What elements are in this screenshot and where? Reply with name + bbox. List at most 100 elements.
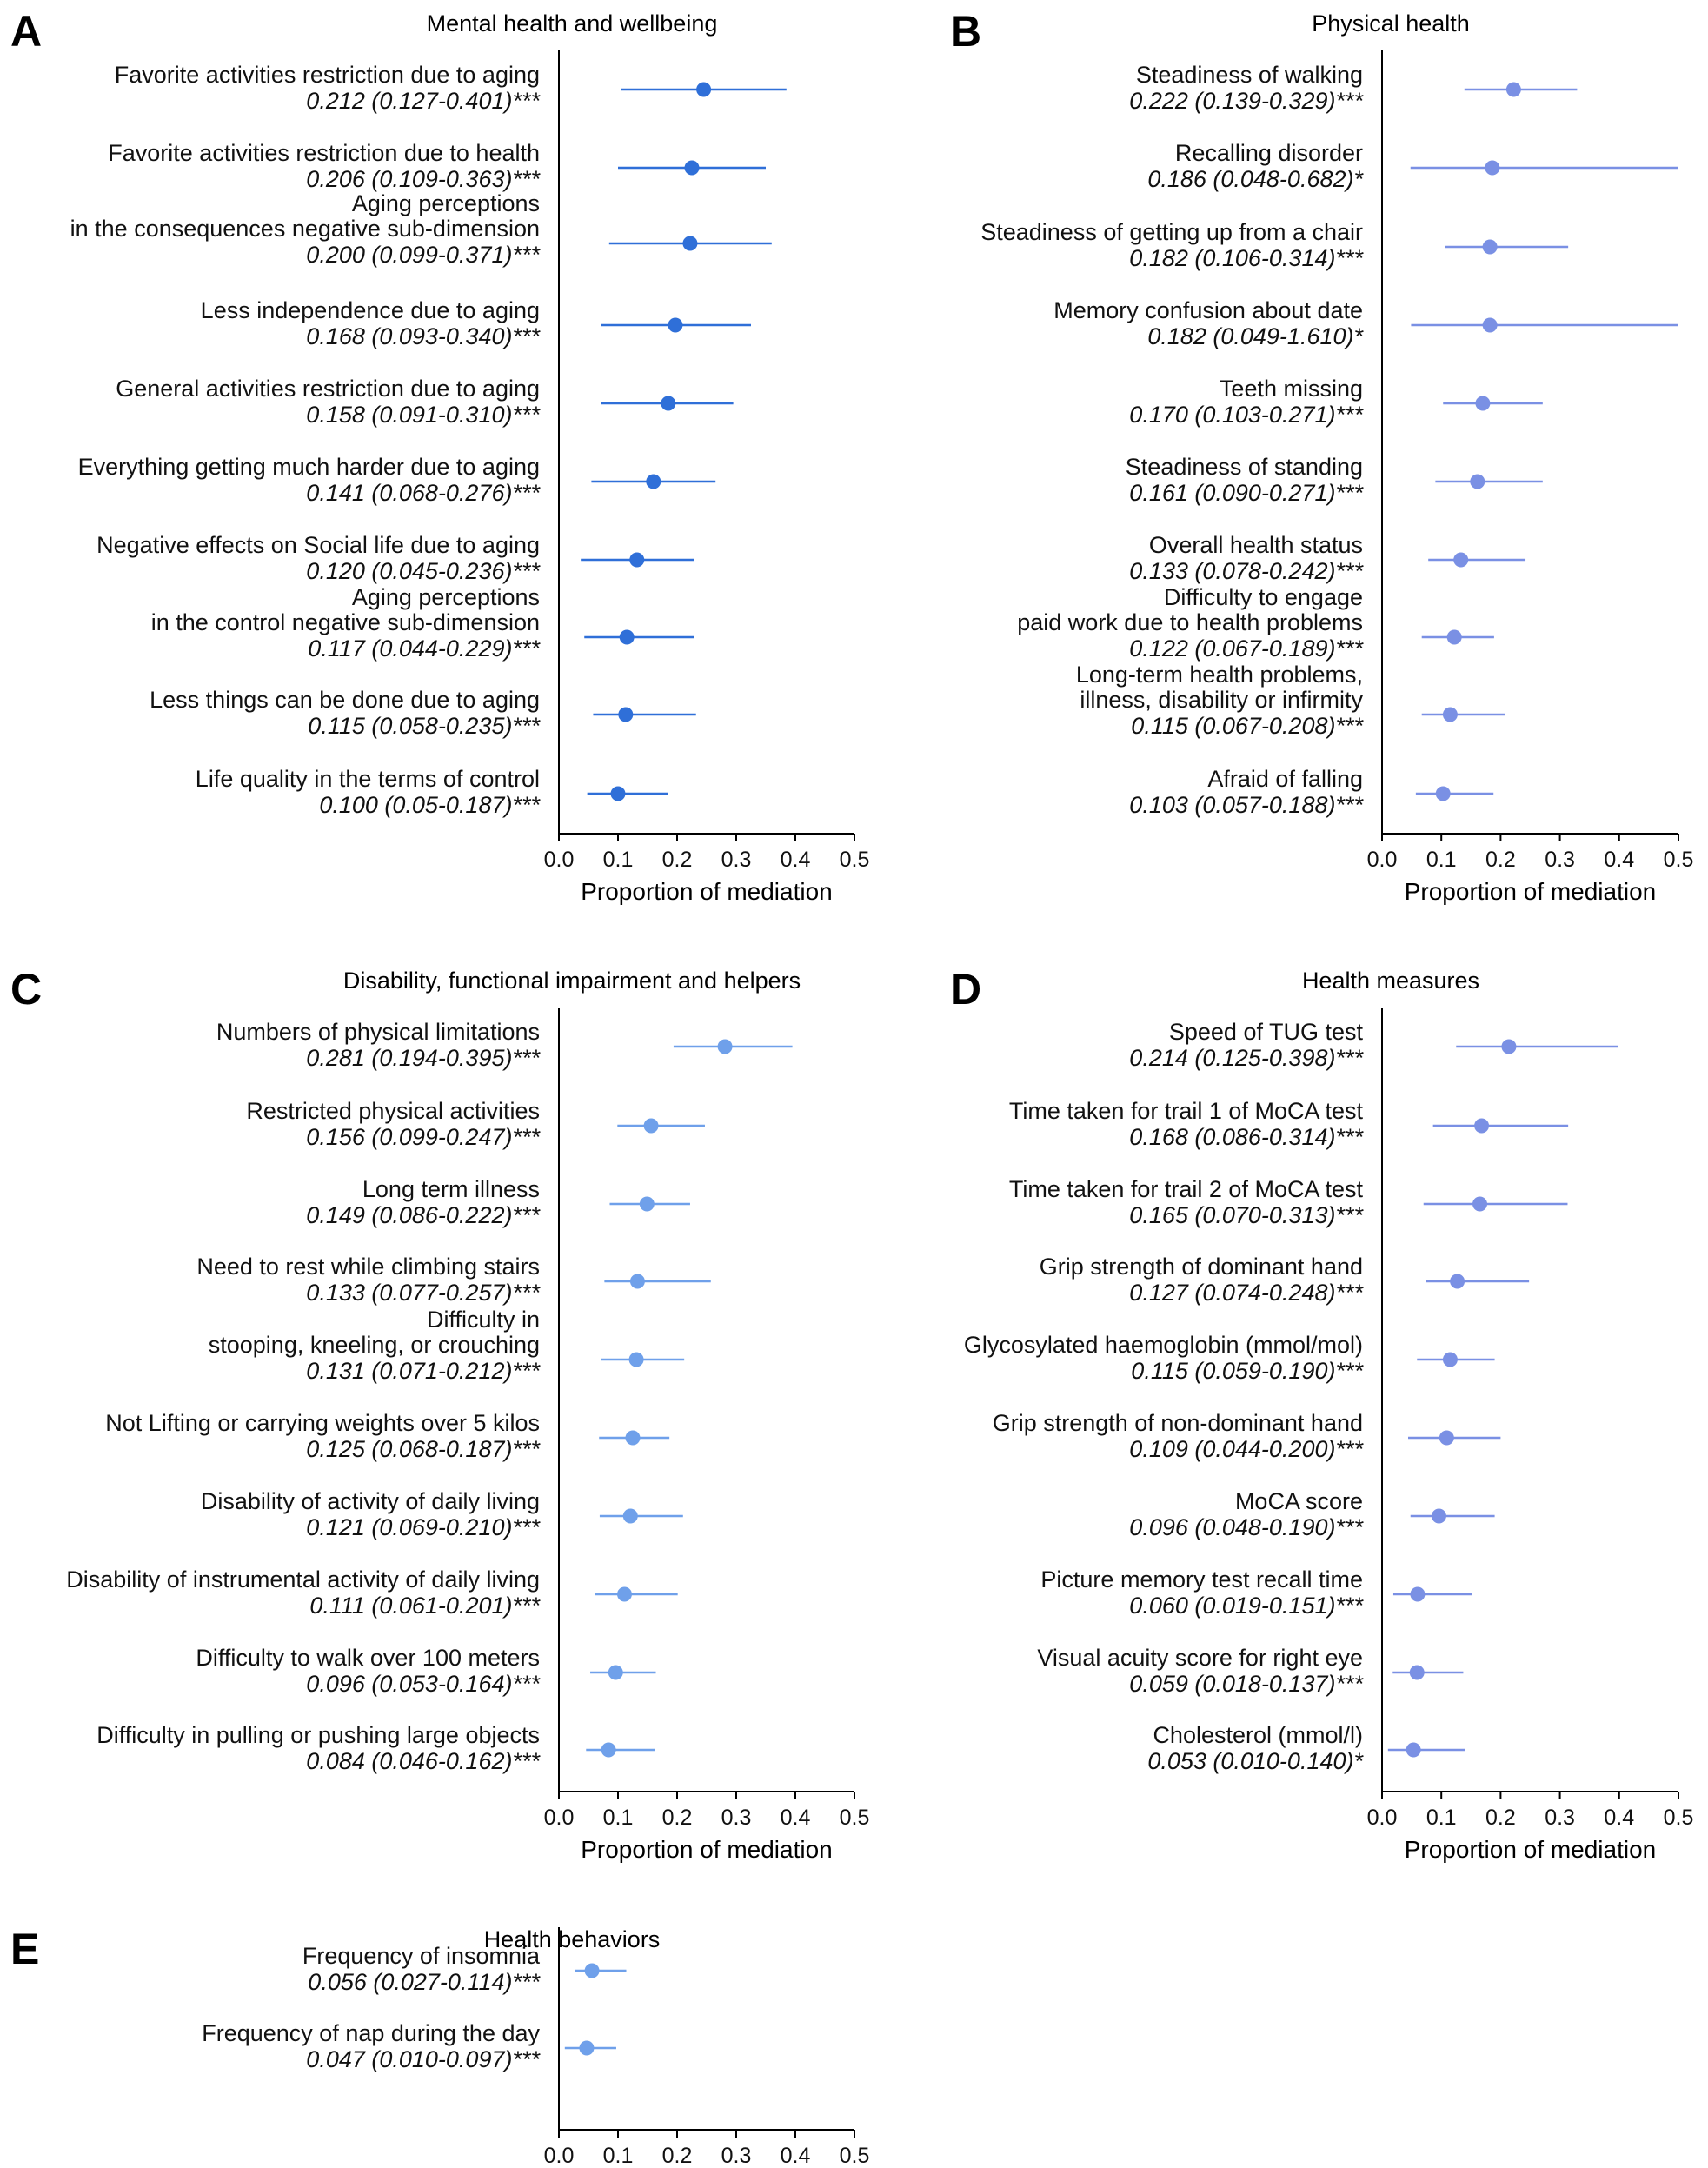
row-label: Steadiness of getting up from a chair: [980, 219, 1363, 245]
row-stat: 0.200 (0.099-0.371)***: [306, 242, 541, 268]
row-label: Teeth missing: [1220, 376, 1363, 402]
row-stat: 0.168 (0.086-0.314)***: [1129, 1124, 1364, 1150]
row-label: Steadiness of walking: [1136, 62, 1363, 88]
row-stat: 0.059 (0.018-0.137)***: [1129, 1671, 1364, 1697]
row-stat: 0.125 (0.068-0.187)***: [306, 1436, 541, 1462]
x-tick-label: 0.0: [544, 2144, 575, 2168]
x-tick-label: 0.4: [781, 1806, 811, 1830]
point-estimate: [608, 1665, 623, 1680]
x-tick-label: 0.3: [721, 848, 752, 872]
row-stat: 0.186 (0.048-0.682)*: [1147, 166, 1364, 192]
x-tick-label: 0.0: [544, 1806, 575, 1830]
point-estimate: [616, 1586, 632, 1602]
row-stat: 0.131 (0.071-0.212)***: [306, 1358, 541, 1384]
row-label: Life quality in the terms of control: [196, 766, 540, 792]
row-label: Long term illness: [362, 1176, 540, 1202]
x-tick-label: 0.2: [662, 2144, 693, 2168]
row-label: paid work due to health problems: [1017, 609, 1363, 635]
row-stat: 0.170 (0.103-0.271)***: [1129, 402, 1364, 428]
row-label: Favorite activities restriction due to h…: [108, 140, 540, 166]
row-label: Glycosylated haemoglobin (mmol/mol): [964, 1332, 1363, 1358]
point-estimate: [1439, 1430, 1454, 1446]
row-label: Recalling disorder: [1175, 140, 1363, 166]
point-estimate: [1446, 629, 1462, 645]
point-estimate: [682, 236, 698, 251]
row-stat: 0.056 (0.027-0.114)***: [308, 1969, 541, 1995]
x-tick-label: 0.1: [1426, 848, 1457, 872]
row-stat: 0.133 (0.078-0.242)***: [1129, 558, 1364, 584]
point-estimate: [1442, 707, 1458, 722]
row-stat: 0.115 (0.059-0.190)***: [1131, 1358, 1364, 1384]
row-stat: 0.096 (0.053-0.164)***: [306, 1671, 541, 1697]
point-estimate: [1474, 1118, 1490, 1134]
x-tick-label: 0.2: [1485, 1806, 1516, 1830]
row-label: Long-term health problems,: [1076, 662, 1363, 688]
row-label: Disability of instrumental activity of d…: [66, 1566, 540, 1593]
row-label: Speed of TUG test: [1169, 1019, 1364, 1045]
point-estimate: [622, 1508, 638, 1524]
point-estimate: [684, 160, 700, 176]
row-label: Grip strength of dominant hand: [1040, 1254, 1363, 1280]
x-axis-title: Proportion of mediation: [581, 1836, 833, 1863]
row-label: Visual acuity score for right eye: [1037, 1645, 1363, 1671]
row-stat: 0.127 (0.074-0.248)***: [1129, 1280, 1364, 1306]
row-stat: 0.103 (0.057-0.188)***: [1129, 792, 1364, 818]
point-estimate: [1409, 1665, 1425, 1680]
point-estimate: [629, 1274, 645, 1289]
point-estimate: [601, 1742, 616, 1758]
x-tick-label: 0.0: [1367, 848, 1398, 872]
row-label: in the control negative sub-dimension: [151, 609, 540, 635]
x-tick-label: 0.3: [721, 2144, 752, 2168]
row-label: Memory confusion about date: [1053, 297, 1363, 323]
row-stat: 0.109 (0.044-0.200)***: [1129, 1436, 1364, 1462]
point-estimate: [1501, 1039, 1517, 1054]
point-estimate: [1505, 82, 1521, 97]
x-tick-label: 0.4: [1604, 848, 1634, 872]
point-estimate: [1485, 160, 1500, 176]
row-label: Not Lifting or carrying weights over 5 k…: [105, 1410, 540, 1436]
point-estimate: [661, 396, 676, 411]
point-estimate: [1410, 1586, 1426, 1602]
point-estimate: [1482, 317, 1498, 333]
row-label: Picture memory test recall time: [1040, 1566, 1363, 1593]
point-estimate: [643, 1118, 659, 1134]
panel-title: Health behaviors: [484, 1926, 661, 1952]
panel-letter: C: [10, 965, 42, 1014]
row-stat: 0.084 (0.046-0.162)***: [306, 1748, 541, 1774]
row-stat: 0.206 (0.109-0.363)***: [306, 166, 541, 192]
point-estimate: [717, 1039, 733, 1054]
row-label: Everything getting much harder due to ag…: [78, 454, 540, 480]
panel-d: D Health measures 0.0 0.1 0.2 0.3 0.4 0.5 Propor…: [950, 965, 1693, 1863]
row-stat: 0.161 (0.090-0.271)***: [1129, 480, 1364, 506]
point-estimate: [1431, 1508, 1446, 1524]
point-estimate: [668, 317, 683, 333]
x-tick-label: 0.1: [603, 1806, 634, 1830]
row-label: Difficulty in: [427, 1307, 540, 1333]
panel-letter: D: [950, 965, 981, 1014]
x-tick-label: 0.1: [603, 2144, 634, 2168]
point-estimate: [629, 552, 645, 568]
row-stat: 0.111 (0.061-0.201)***: [309, 1593, 541, 1619]
row-stat: 0.182 (0.106-0.314)***: [1129, 245, 1364, 271]
row-stat: 0.165 (0.070-0.313)***: [1129, 1202, 1364, 1228]
row-label: Frequency of nap during the day: [202, 2020, 540, 2046]
row-stat: 0.115 (0.058-0.235)***: [308, 713, 541, 739]
point-estimate: [1472, 1196, 1488, 1212]
row-label: Restricted physical activities: [246, 1098, 540, 1124]
row-stat: 0.047 (0.010-0.097)***: [306, 2046, 541, 2072]
row-label: Negative effects on Social life due to a…: [96, 532, 540, 558]
row-stat: 0.214 (0.125-0.398)***: [1129, 1045, 1364, 1071]
x-tick-label: 0.5: [1664, 848, 1694, 872]
point-estimate: [628, 1352, 644, 1367]
x-tick-label: 0.5: [840, 2144, 870, 2168]
row-label: Difficulty in pulling or pushing large o…: [96, 1722, 540, 1748]
x-axis-title: Proportion of mediation: [581, 878, 833, 905]
row-label: Difficulty to walk over 100 meters: [196, 1645, 540, 1671]
row-label: Aging perceptions: [352, 190, 540, 216]
x-tick-label: 0.1: [603, 848, 634, 872]
point-estimate: [1482, 239, 1498, 255]
row-stat: 0.100 (0.05-0.187)***: [319, 792, 541, 818]
row-stat: 0.168 (0.093-0.340)***: [306, 323, 541, 349]
